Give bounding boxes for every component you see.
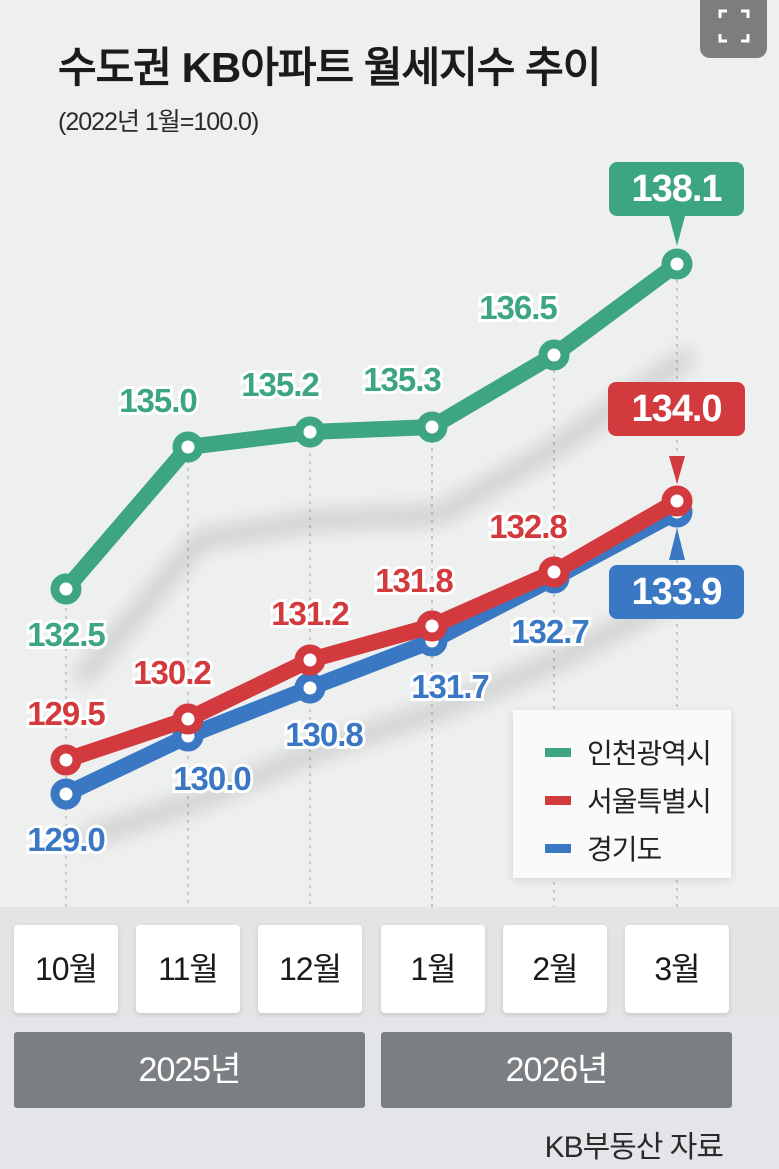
- label-seoul-4: 132.8: [489, 508, 567, 545]
- label-seoul-0: 129.5: [27, 695, 105, 732]
- label-incheon-2: 135.2: [241, 366, 319, 403]
- chart-title: 수도권 KB아파트 월세지수 추이: [58, 44, 601, 91]
- month-label: 10월: [14, 925, 118, 1013]
- fullscreen-icon: [718, 9, 750, 43]
- last-value-bubble-gyeonggi: 133.9: [609, 565, 744, 619]
- source-note: KB부동산 자료: [544, 1131, 724, 1164]
- month-label: 11월: [136, 925, 240, 1013]
- year-label-2026: 2026년: [381, 1032, 732, 1108]
- legend-item-incheon: 인천광역시: [513, 732, 712, 772]
- month-label: 3월: [625, 925, 729, 1013]
- label-gyeonggi-2: 130.8: [285, 716, 363, 753]
- label-seoul-1: 130.2: [133, 654, 211, 691]
- series-seoul: [50, 485, 693, 776]
- legend-label: 인천광역시: [587, 738, 712, 769]
- month-label: 2월: [503, 925, 607, 1013]
- legend-label: 경기도: [587, 834, 662, 865]
- legend-item-seoul: 서울특별시: [513, 780, 712, 820]
- label-gyeonggi-1: 130.0: [173, 760, 251, 797]
- label-gyeonggi-4: 132.7: [511, 613, 589, 650]
- label-gyeonggi-3: 131.7: [411, 668, 489, 705]
- legend-swatch-incheon: [545, 747, 571, 757]
- x-axis-months: 10월 11월 12월 1월 2월 3월: [0, 907, 779, 1017]
- chart-subtitle: (2022년 1월=100.0): [58, 108, 259, 136]
- legend-item-gyeonggi: 경기도: [513, 828, 662, 868]
- last-value-bubble-seoul: 134.0: [608, 382, 745, 436]
- label-gyeonggi-0: 129.0: [27, 821, 105, 858]
- label-seoul-2: 131.2: [271, 595, 349, 632]
- last-value-bubble-incheon: 138.1: [609, 162, 744, 216]
- label-incheon-1: 135.0: [119, 382, 197, 419]
- series-incheon: [50, 248, 693, 605]
- label-incheon-3: 135.3: [363, 361, 441, 398]
- label-incheon-4: 136.5: [479, 289, 557, 326]
- legend-label: 서울특별시: [587, 786, 712, 817]
- year-label-2025: 2025년: [14, 1032, 365, 1108]
- label-seoul-3: 131.8: [375, 562, 453, 599]
- month-label: 12월: [258, 925, 362, 1013]
- fullscreen-button[interactable]: [700, 0, 767, 58]
- chart-legend: 인천광역시 서울특별시 경기도: [513, 710, 731, 878]
- legend-swatch-gyeonggi: [545, 843, 571, 853]
- legend-swatch-seoul: [545, 795, 571, 805]
- label-incheon-0: 132.5: [27, 616, 105, 653]
- month-label: 1월: [381, 925, 485, 1013]
